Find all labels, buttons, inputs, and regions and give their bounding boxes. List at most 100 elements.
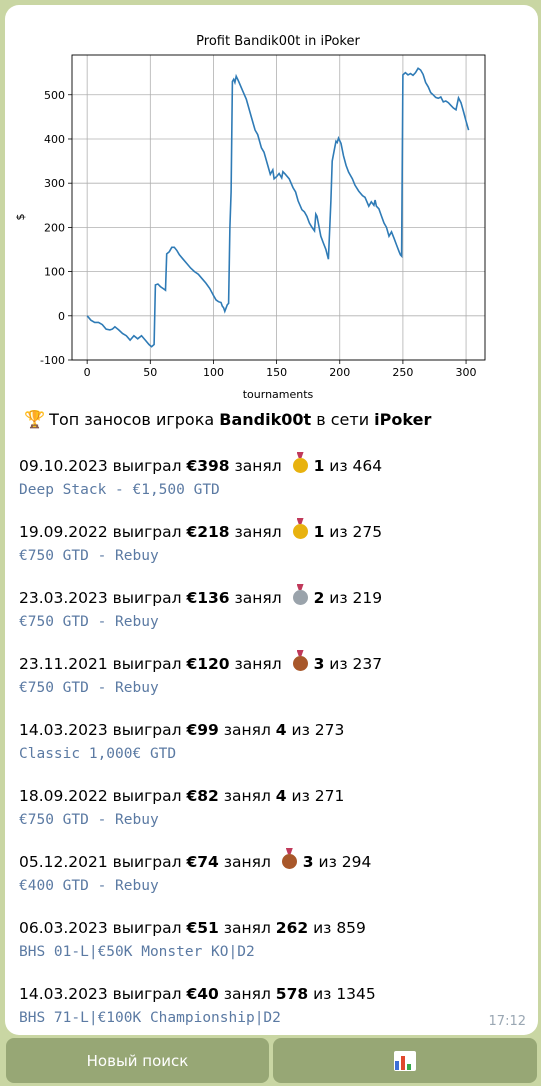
tournament-link[interactable]: €750 GTD - Rebuy bbox=[19, 614, 159, 630]
of-text: из bbox=[308, 985, 337, 1003]
bar-chart-icon bbox=[394, 1050, 416, 1071]
profit-chart[interactable]: 0 50 100 150 200 250 300 -100 0 100 200 300 400 500 P… bbox=[5, 27, 538, 405]
took-text: занял bbox=[229, 655, 287, 673]
entry-amount: €136 bbox=[186, 589, 230, 607]
won-text: выиграл bbox=[107, 523, 187, 541]
of-text: из bbox=[324, 523, 353, 541]
x-tick-label: 150 bbox=[266, 366, 287, 379]
new-search-button[interactable]: Новый поиск bbox=[6, 1038, 269, 1083]
x-tick-label: 200 bbox=[329, 366, 350, 379]
entry-place: 4 bbox=[275, 721, 287, 739]
x-tick-label: 50 bbox=[143, 366, 157, 379]
entry-amount: €40 bbox=[186, 985, 219, 1003]
entry-place: 3 bbox=[302, 853, 314, 871]
win-entry: 06.03.2023 выиграл €51 занял 262 из 859 B… bbox=[19, 917, 366, 963]
win-entry: 14.03.2023 выиграл €99 занял 4 из 273 Cla… bbox=[19, 719, 344, 765]
of-text: из bbox=[324, 457, 353, 475]
won-text: выиграл bbox=[107, 457, 187, 475]
of-text: из bbox=[313, 853, 342, 871]
entry-total: 859 bbox=[336, 919, 366, 937]
tournament-link[interactable]: BHS 71-L|€100K Championship|D2 bbox=[19, 1010, 281, 1026]
entry-total: 219 bbox=[352, 589, 383, 607]
entry-total: 237 bbox=[352, 655, 383, 673]
entry-place: 262 bbox=[275, 919, 309, 937]
tournament-link[interactable]: €750 GTD - Rebuy bbox=[19, 812, 159, 828]
player-name: Bandik00t bbox=[219, 410, 312, 429]
tournament-link[interactable]: Deep Stack - €1,500 GTD bbox=[19, 482, 220, 498]
took-text: занял bbox=[229, 457, 287, 475]
win-entry: 23.03.2023 выиграл €136 занял 2 из 219 €7… bbox=[19, 587, 382, 633]
entry-date: 18.09.2022 bbox=[19, 787, 108, 805]
entry-date: 14.03.2023 bbox=[19, 985, 108, 1003]
entry-place: 4 bbox=[275, 787, 287, 805]
win-entry: 18.09.2022 выиграл €82 занял 4 из 271 €75… bbox=[19, 785, 344, 831]
chart-title: Profit Bandik00t in iPoker bbox=[196, 34, 360, 49]
entry-total: 273 bbox=[314, 721, 345, 739]
entry-amount: €99 bbox=[186, 721, 219, 739]
entry-date: 05.12.2021 bbox=[19, 853, 108, 871]
message-time: 17:12 bbox=[488, 1014, 526, 1029]
entry-place: 1 bbox=[313, 457, 325, 475]
profit-series-line bbox=[86, 67, 470, 348]
trophy-icon: 🏆 bbox=[24, 410, 46, 430]
tournament-link[interactable]: Classic 1,000€ GTD bbox=[19, 746, 177, 762]
entry-amount: €120 bbox=[186, 655, 230, 673]
x-tick-label: 250 bbox=[392, 366, 413, 379]
entry-place: 3 bbox=[313, 655, 325, 673]
y-tick-label: 200 bbox=[44, 221, 65, 234]
entry-total: 464 bbox=[352, 457, 383, 475]
y-tick-label: 0 bbox=[58, 310, 65, 323]
entry-place: 1 bbox=[313, 523, 325, 541]
y-tick-label: 100 bbox=[44, 266, 65, 279]
won-text: выиграл bbox=[107, 853, 187, 871]
won-text: выиграл bbox=[107, 589, 187, 607]
win-entry: 19.09.2022 выиграл €218 занял 1 из 275 €7… bbox=[19, 521, 382, 567]
entry-total: 275 bbox=[352, 523, 383, 541]
of-text: из bbox=[286, 787, 315, 805]
won-text: выиграл bbox=[107, 919, 187, 937]
entry-date: 23.03.2023 bbox=[19, 589, 108, 607]
x-tick-label: 300 bbox=[456, 366, 477, 379]
entry-date: 19.09.2022 bbox=[19, 523, 108, 541]
new-search-label: Новый поиск bbox=[86, 1051, 189, 1070]
stats-button[interactable] bbox=[273, 1038, 537, 1083]
entry-date: 09.10.2023 bbox=[19, 457, 108, 475]
y-tick-label: 500 bbox=[44, 89, 65, 102]
message-bubble: 0 50 100 150 200 250 300 -100 0 100 200 300 400 500 P… bbox=[5, 5, 538, 1035]
tournament-link[interactable]: €750 GTD - Rebuy bbox=[19, 548, 159, 564]
tournament-link[interactable]: BHS 01-L|€50K Monster KO|D2 bbox=[19, 944, 255, 960]
x-tick-label: 100 bbox=[203, 366, 224, 379]
y-tick-label: 400 bbox=[44, 133, 65, 146]
of-text: из bbox=[286, 721, 315, 739]
entry-total: 271 bbox=[314, 787, 345, 805]
won-text: выиграл bbox=[107, 985, 187, 1003]
entry-date: 14.03.2023 bbox=[19, 721, 108, 739]
win-entry: 09.10.2023 выиграл €398 занял 1 из 464 De… bbox=[19, 455, 382, 501]
entry-total: 294 bbox=[341, 853, 372, 871]
won-text: выиграл bbox=[107, 655, 187, 673]
of-text: из bbox=[324, 589, 353, 607]
entry-amount: €218 bbox=[186, 523, 230, 541]
entry-place: 2 bbox=[313, 589, 325, 607]
bronze-medal-icon bbox=[281, 854, 297, 869]
took-text: занял bbox=[229, 589, 287, 607]
top-wins-header: 🏆 Топ заносов игрока Bandik00t в сети iPo… bbox=[24, 410, 431, 430]
silver-medal-icon bbox=[292, 590, 308, 605]
win-entry: 14.03.2023 выиграл €40 занял 578 из 1345… bbox=[19, 983, 376, 1029]
took-text: занял bbox=[218, 853, 276, 871]
entry-amount: €51 bbox=[186, 919, 219, 937]
tournament-link[interactable]: €400 GTD - Rebuy bbox=[19, 878, 159, 894]
win-entry: 05.12.2021 выиграл €74 занял 3 из 294 €40… bbox=[19, 851, 371, 897]
took-text: занял bbox=[218, 721, 276, 739]
entry-amount: €74 bbox=[186, 853, 219, 871]
of-text: из bbox=[324, 655, 353, 673]
of-text: из bbox=[308, 919, 337, 937]
won-text: выиграл bbox=[107, 721, 187, 739]
win-entry: 23.11.2021 выиграл €120 занял 3 из 237 €7… bbox=[19, 653, 382, 699]
y-tick-label: 300 bbox=[44, 177, 65, 190]
tournament-link[interactable]: €750 GTD - Rebuy bbox=[19, 680, 159, 696]
chart-x-axis-label: tournaments bbox=[243, 388, 314, 401]
header-middle: в сети bbox=[311, 410, 375, 429]
entry-date: 23.11.2021 bbox=[19, 655, 108, 673]
plot-frame bbox=[71, 54, 486, 361]
